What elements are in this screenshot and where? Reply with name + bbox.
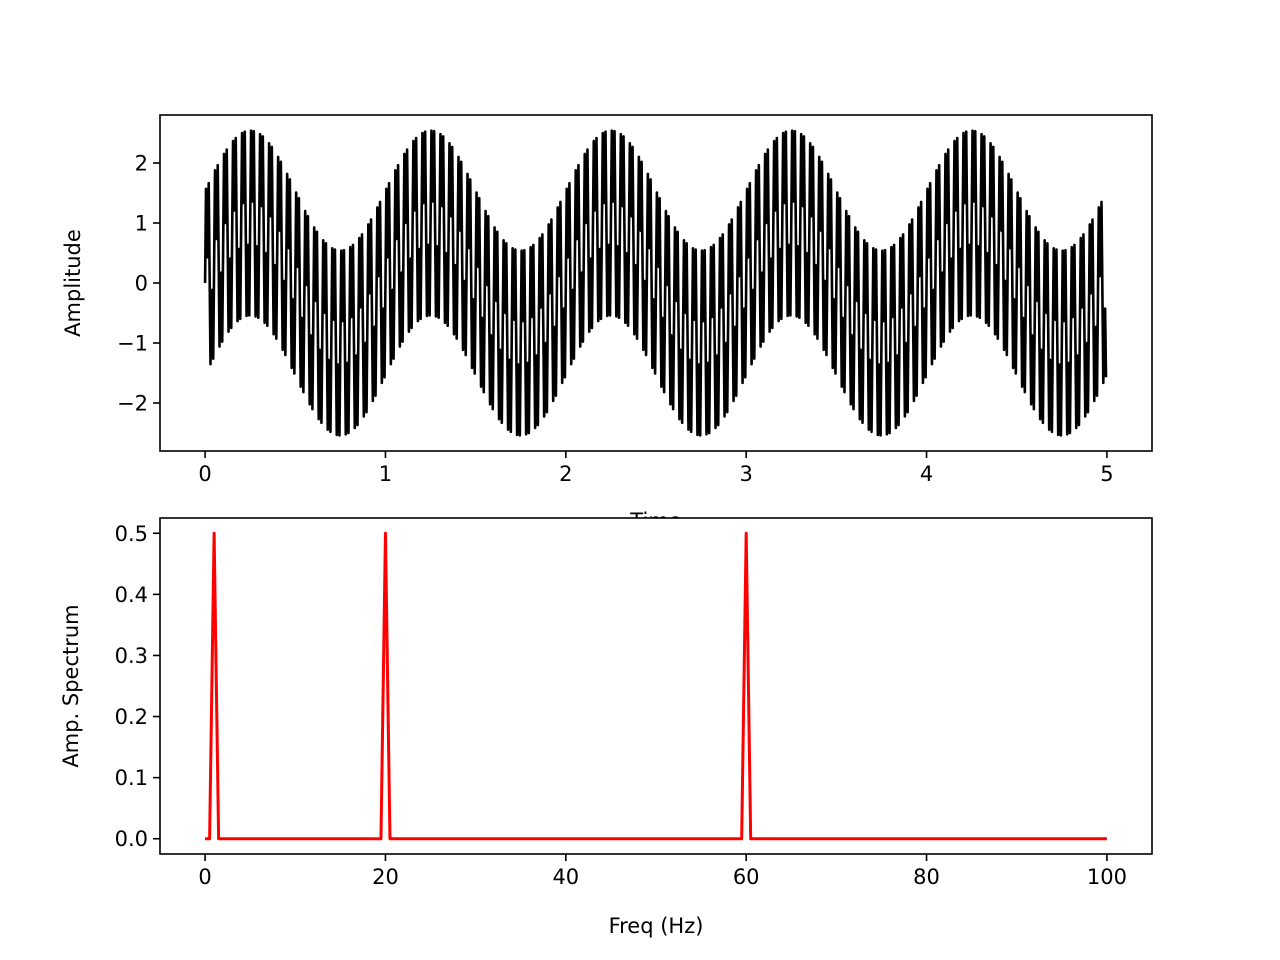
frequency-x-tick-label: 100 — [1087, 865, 1127, 889]
time-series-line — [203, 129, 1108, 437]
time-y-tick-label: −2 — [117, 392, 148, 416]
frequency-x-tick-label: 80 — [913, 865, 940, 889]
time-y-axis-label: Amplitude — [61, 229, 85, 337]
time-y-tick-label: −1 — [117, 332, 148, 356]
frequency-x-tick-label: 40 — [552, 865, 579, 889]
frequency-y-axis-label: Amp. Spectrum — [59, 604, 83, 767]
time-x-tick-label: 5 — [1100, 462, 1113, 486]
time-y-tick-label: 0 — [135, 272, 148, 296]
time-x-ticks: 0 1 2 3 4 5 — [198, 451, 1114, 486]
time-x-tick-label: 2 — [559, 462, 572, 486]
frequency-x-ticks: 0 20 40 60 80 100 — [198, 854, 1127, 889]
frequency-y-tick-label: 0.0 — [115, 827, 148, 851]
frequency-y-tick-label: 0.1 — [115, 766, 148, 790]
time-x-tick-label: 4 — [920, 462, 933, 486]
spectrum-line-group — [205, 531, 1107, 841]
frequency-x-axis-label: Freq (Hz) — [609, 914, 704, 938]
frequency-y-tick-label: 0.2 — [115, 705, 148, 729]
frequency-y-tick-label: 0.4 — [115, 583, 148, 607]
frequency-x-tick-label: 0 — [198, 865, 211, 889]
time-x-tick-label: 1 — [379, 462, 392, 486]
frequency-y-ticks: 0.0 0.1 0.2 0.3 0.4 0.5 — [115, 522, 160, 851]
time-signal-line-group — [203, 129, 1108, 437]
frequency-axes-frame — [159, 517, 1153, 855]
frequency-axes-background — [160, 518, 1152, 854]
frequency-y-tick-label: 0.3 — [115, 644, 148, 668]
time-y-ticks: −2 −1 0 1 2 — [117, 152, 160, 416]
frequency-series-line — [205, 531, 1107, 841]
frequency-y-tick-label: 0.5 — [115, 522, 148, 546]
time-x-tick-label: 3 — [739, 462, 752, 486]
frequency-x-tick-label: 60 — [733, 865, 760, 889]
frequency-x-tick-label: 20 — [372, 865, 399, 889]
time-y-tick-label: 1 — [135, 212, 148, 236]
time-y-tick-label: 2 — [135, 152, 148, 176]
time-x-tick-label: 0 — [198, 462, 211, 486]
frequency-domain-subplot: 0 20 40 60 80 100 0.0 0.1 0.2 0.3 0.4 0.5 Freq (Hz… — [59, 517, 1153, 938]
